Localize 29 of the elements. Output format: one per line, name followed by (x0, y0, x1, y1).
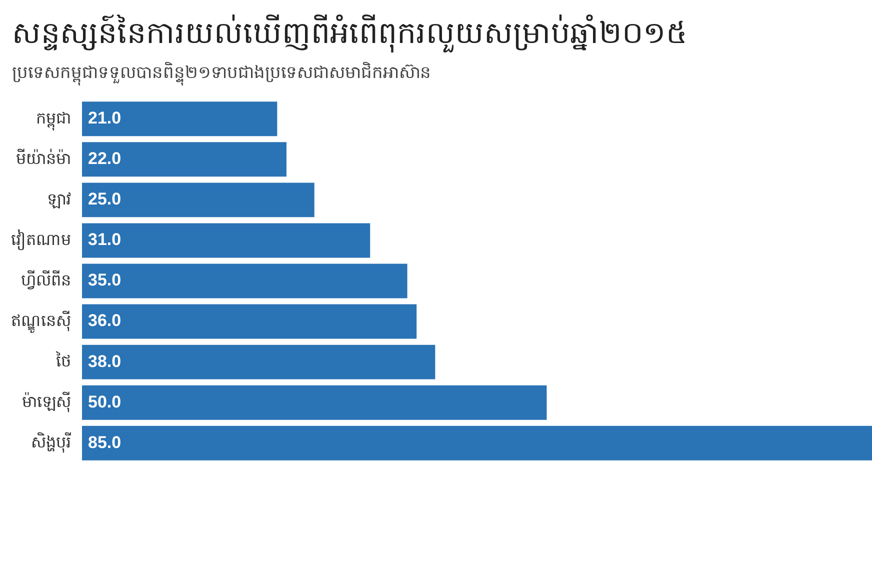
data-label: 36.0 (88, 311, 122, 330)
bar (82, 142, 286, 177)
y-tick-label: វៀតណាម (11, 228, 71, 251)
bar (82, 182, 314, 218)
data-label: 22.0 (88, 149, 122, 168)
chart-title: សន្ទស្សន៍នៃការយល់ឃើញពីអំពើពុករលួយសម្រាប់ឆ្នាំ២០១៥ (12, 14, 688, 53)
y-tick-label: ហ្វីលីពីន (21, 269, 71, 290)
chart-subtitle: ប្រទេសកម្ពុជាទទួលបានពិន្ទុ២១ទាបជាងប្រទេសជាសមាជិកអាស៊ាន (12, 61, 432, 86)
y-tick-label: កម្ពុជា (36, 110, 71, 132)
y-tick-label: មីយ៉ាន់ម៉ា (16, 148, 71, 168)
bar (82, 304, 417, 339)
y-tick-label: សិង្ហបុរី (31, 432, 71, 454)
bar (82, 264, 408, 298)
data-label: 25.0 (88, 190, 122, 209)
data-label: 50.0 (88, 392, 122, 412)
bar (82, 223, 370, 258)
data-label: 31.0 (88, 230, 122, 250)
data-label: 38.0 (88, 352, 122, 371)
data-label: 85.0 (88, 432, 122, 452)
y-tick-label: ឡាវ (47, 191, 71, 208)
data-label: 35.0 (88, 270, 122, 290)
bar (82, 385, 547, 420)
y-tick-label: ឥណ្ឌូនេស៊ី (11, 310, 71, 334)
y-tick-label: ថៃ (55, 350, 71, 370)
bar (82, 426, 872, 460)
bar (82, 344, 436, 380)
y-tick-label: ម៉ាឡេស៊ី (22, 391, 71, 414)
bar (82, 102, 278, 136)
data-label: 21.0 (88, 108, 122, 128)
